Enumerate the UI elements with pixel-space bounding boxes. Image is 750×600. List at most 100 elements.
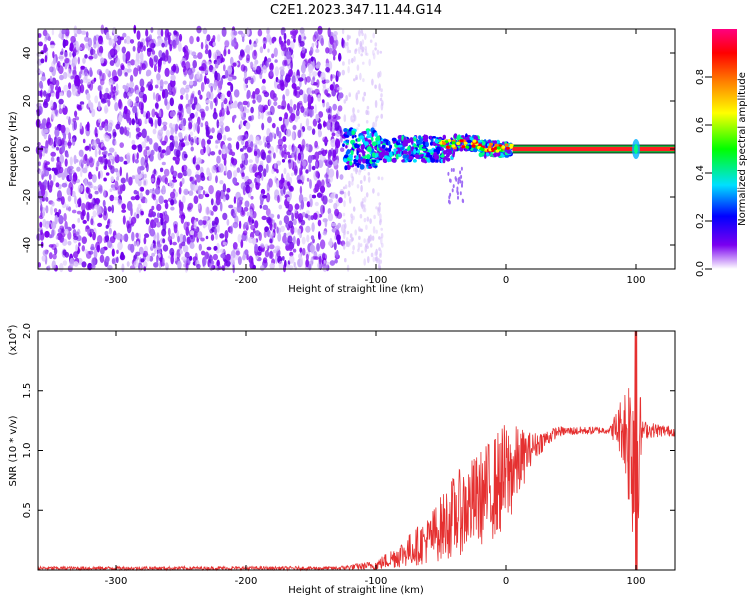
noise-speck xyxy=(75,41,79,51)
noise-speck xyxy=(336,169,339,180)
noise-speck xyxy=(189,131,194,136)
noise-speck xyxy=(360,53,364,57)
noise-speck xyxy=(109,60,115,66)
noise-speck xyxy=(260,265,265,272)
noise-speck xyxy=(222,196,226,202)
noise-speck xyxy=(213,81,218,91)
signal-speck xyxy=(489,142,493,146)
noise-speck xyxy=(332,49,337,57)
noise-speck xyxy=(309,244,315,253)
noise-speck xyxy=(377,192,380,197)
noise-speck xyxy=(265,136,270,141)
noise-speck xyxy=(195,121,200,132)
noise-speck xyxy=(146,47,153,53)
noise-speck xyxy=(178,186,182,195)
noise-speck xyxy=(325,79,330,84)
signal-speck xyxy=(362,151,366,157)
noise-speck xyxy=(196,157,202,165)
noise-speck xyxy=(347,65,350,74)
noise-speck xyxy=(118,101,123,110)
noise-speck xyxy=(212,41,216,47)
noise-speck xyxy=(240,110,244,118)
noise-speck xyxy=(231,39,237,47)
noise-speck xyxy=(353,78,356,82)
noise-speck xyxy=(205,206,210,216)
noise-speck xyxy=(335,249,339,258)
signal-speck xyxy=(451,188,454,193)
noise-speck xyxy=(111,69,117,80)
signal-speck xyxy=(358,154,361,158)
signal-speck xyxy=(413,143,417,148)
noise-speck xyxy=(276,83,282,90)
noise-speck xyxy=(193,219,197,230)
signal-speck xyxy=(398,148,401,154)
noise-speck xyxy=(77,217,81,223)
noise-speck xyxy=(318,111,324,118)
noise-speck xyxy=(305,76,311,83)
noise-speck xyxy=(125,51,131,61)
noise-speck xyxy=(108,154,114,160)
noise-speck xyxy=(250,106,254,114)
noise-speck xyxy=(261,85,266,91)
snr-y-ticks: 0.51.01.52.0 xyxy=(22,323,675,518)
signal-speck xyxy=(447,139,452,143)
noise-speck xyxy=(344,258,347,263)
noise-speck xyxy=(341,28,345,35)
noise-speck xyxy=(283,215,290,224)
noise-speck xyxy=(59,154,64,164)
noise-speck xyxy=(279,69,285,77)
noise-speck xyxy=(157,243,162,248)
noise-speck xyxy=(241,36,245,43)
snr-exponent-close: ) xyxy=(8,324,19,328)
noise-speck xyxy=(219,116,224,123)
noise-speck xyxy=(303,165,306,170)
noise-speck xyxy=(311,165,316,171)
noise-speck xyxy=(200,41,204,50)
noise-speck xyxy=(227,137,232,141)
noise-speck xyxy=(131,139,136,146)
noise-speck xyxy=(265,208,271,217)
noise-speck xyxy=(144,233,150,238)
noise-speck xyxy=(222,212,228,221)
noise-speck xyxy=(369,243,373,248)
noise-speck xyxy=(86,158,90,167)
noise-speck xyxy=(113,257,117,266)
noise-speck xyxy=(370,252,374,258)
noise-speck xyxy=(345,240,349,248)
signal-speck xyxy=(360,144,365,150)
noise-speck xyxy=(378,247,381,252)
noise-speck xyxy=(163,168,170,177)
noise-speck xyxy=(123,105,128,115)
noise-speck xyxy=(267,150,272,154)
noise-speck xyxy=(196,263,201,269)
noise-speck xyxy=(305,169,309,174)
noise-speck xyxy=(242,230,248,236)
noise-speck xyxy=(267,116,272,124)
noise-speck xyxy=(149,153,154,162)
signal-speck xyxy=(366,130,370,136)
noise-speck xyxy=(81,202,86,212)
noise-speck xyxy=(54,126,59,130)
noise-speck xyxy=(262,64,268,74)
noise-speck xyxy=(55,137,60,147)
noise-speck xyxy=(165,262,169,268)
noise-speck xyxy=(67,206,72,212)
noise-speck xyxy=(118,114,123,123)
noise-speck xyxy=(206,167,211,176)
noise-speck xyxy=(271,168,275,175)
noise-speck xyxy=(61,227,65,234)
noise-speck xyxy=(85,186,90,194)
noise-speck xyxy=(312,118,318,127)
noise-speck xyxy=(246,89,251,99)
noise-speck xyxy=(266,33,271,43)
noise-speck xyxy=(224,107,227,113)
noise-speck xyxy=(315,64,321,69)
signal-speck xyxy=(422,140,426,146)
noise-speck xyxy=(361,198,365,204)
noise-speck xyxy=(81,104,84,109)
noise-speck xyxy=(281,150,285,158)
noise-speck xyxy=(278,179,284,190)
x-tick-label: -200 xyxy=(235,576,258,587)
noise-speck xyxy=(371,78,374,86)
noise-speck xyxy=(88,55,94,60)
